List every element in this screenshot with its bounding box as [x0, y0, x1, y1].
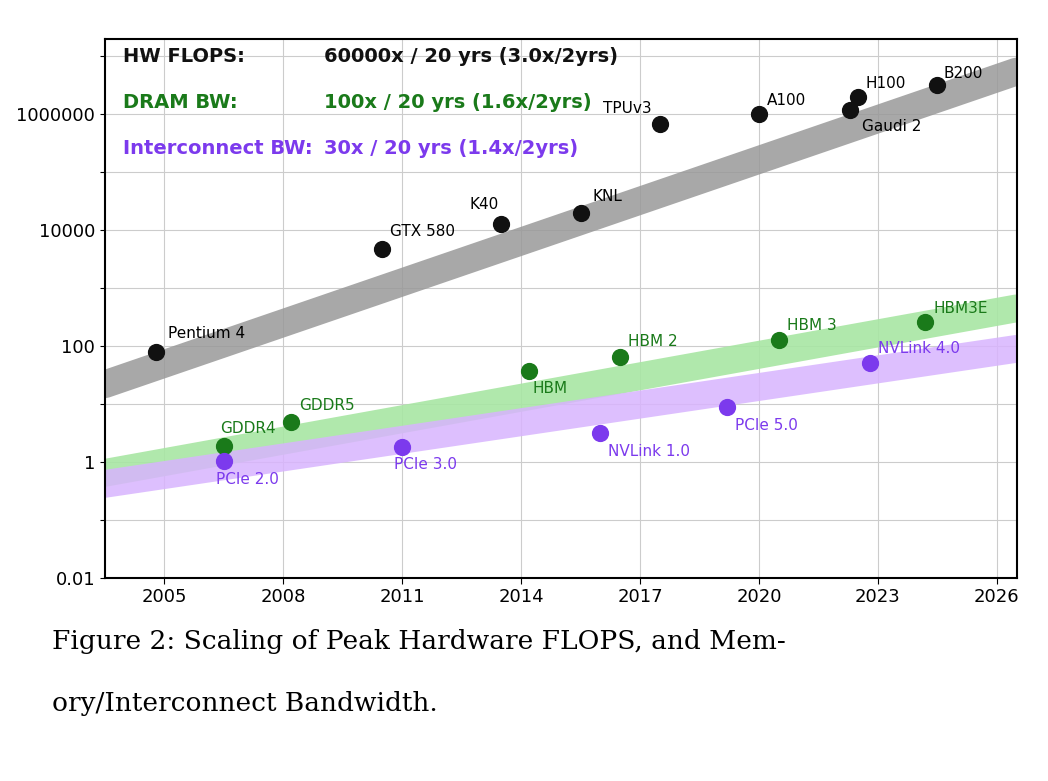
Point — [652, 118, 669, 130]
Point — [283, 415, 300, 428]
Text: TPUv3: TPUv3 — [604, 101, 652, 116]
Point — [861, 356, 878, 369]
Point — [374, 243, 391, 255]
Point — [215, 440, 232, 452]
Text: GTX 580: GTX 580 — [390, 223, 455, 238]
Point — [612, 351, 629, 363]
Text: DRAM BW:: DRAM BW: — [123, 93, 238, 112]
Point — [592, 426, 609, 439]
Point — [148, 346, 165, 358]
Point — [842, 104, 858, 116]
Text: PCIe 2.0: PCIe 2.0 — [216, 472, 279, 487]
Text: 100x / 20 yrs (1.6x/2yrs): 100x / 20 yrs (1.6x/2yrs) — [324, 93, 591, 112]
Text: HBM 2: HBM 2 — [628, 333, 678, 348]
Point — [572, 207, 589, 219]
Point — [770, 333, 787, 346]
Text: HBM: HBM — [533, 381, 568, 397]
Point — [917, 316, 934, 328]
Text: H100: H100 — [866, 77, 907, 91]
Point — [750, 109, 767, 121]
Text: K40: K40 — [470, 197, 499, 212]
Point — [929, 79, 945, 91]
Text: A100: A100 — [767, 93, 806, 108]
Point — [493, 217, 509, 230]
Text: PCIe 5.0: PCIe 5.0 — [735, 418, 798, 433]
Text: Interconnect BW:: Interconnect BW: — [123, 139, 312, 158]
Point — [719, 401, 736, 413]
Text: NVLink 4.0: NVLink 4.0 — [878, 341, 960, 356]
Text: Pentium 4: Pentium 4 — [169, 326, 245, 341]
Text: 60000x / 20 yrs (3.0x/2yrs): 60000x / 20 yrs (3.0x/2yrs) — [324, 47, 617, 66]
Text: NVLink 1.0: NVLink 1.0 — [608, 444, 691, 458]
Text: HW FLOPS:: HW FLOPS: — [123, 47, 245, 66]
Point — [521, 364, 538, 376]
Text: 30x / 20 yrs (1.4x/2yrs): 30x / 20 yrs (1.4x/2yrs) — [324, 139, 577, 158]
Point — [850, 91, 867, 103]
Text: KNL: KNL — [592, 190, 623, 205]
Text: Figure 2: Scaling of Peak Hardware FLOPS, and Mem-: Figure 2: Scaling of Peak Hardware FLOPS… — [52, 629, 786, 654]
Text: GDDR4: GDDR4 — [220, 421, 276, 436]
Text: HBM 3: HBM 3 — [787, 318, 836, 333]
Text: B200: B200 — [943, 66, 983, 80]
Text: GDDR5: GDDR5 — [299, 398, 354, 413]
Text: ory/Interconnect Bandwidth.: ory/Interconnect Bandwidth. — [52, 691, 438, 716]
Point — [215, 455, 232, 467]
Text: PCIe 3.0: PCIe 3.0 — [394, 458, 457, 473]
Text: Gaudi 2: Gaudi 2 — [861, 119, 921, 134]
Text: HBM3E: HBM3E — [934, 301, 988, 316]
Point — [394, 440, 411, 453]
